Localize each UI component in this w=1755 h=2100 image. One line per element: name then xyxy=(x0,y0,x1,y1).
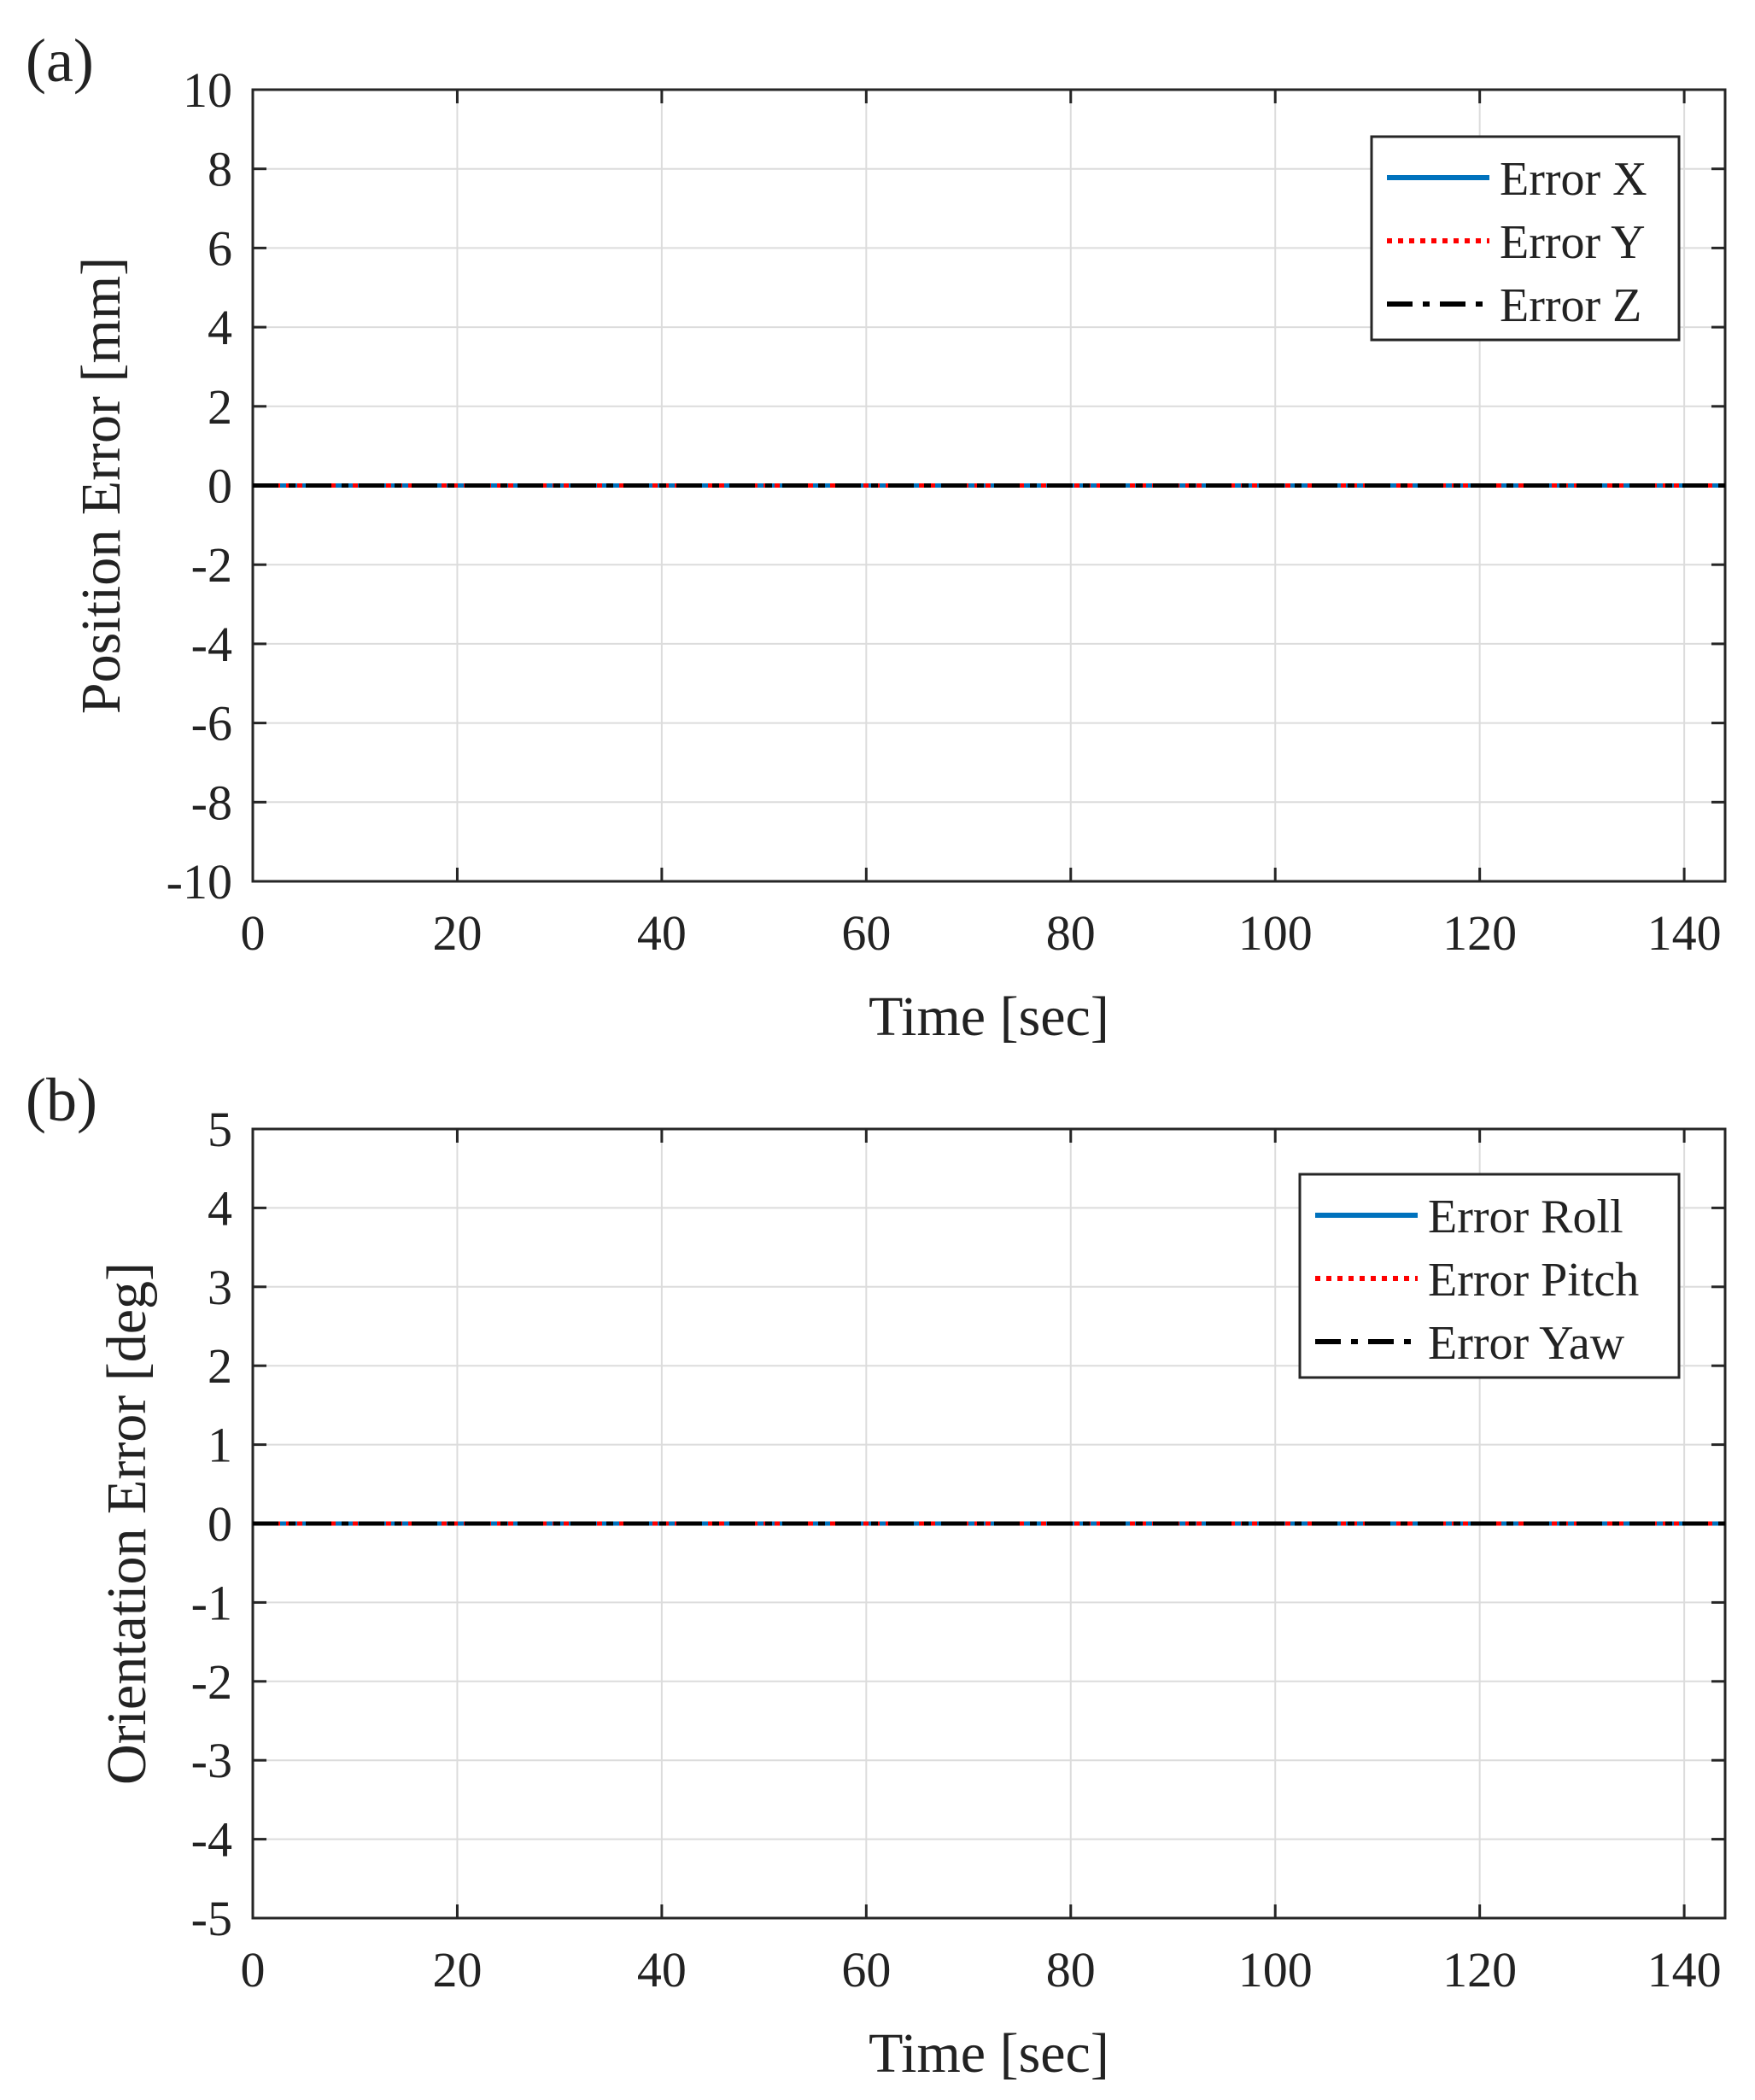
y-tick-label: -1 xyxy=(191,1575,232,1630)
y-tick-label: 5 xyxy=(208,1102,232,1157)
y-tick-label: 4 xyxy=(208,1180,232,1236)
legend-entry-error-pitch: Error Pitch xyxy=(1428,1254,1639,1307)
y-tick-label: 0 xyxy=(208,1496,232,1552)
legend-entry-error-x: Error X xyxy=(1500,153,1647,206)
y-axis-label: Orientation Error [deg] xyxy=(96,1262,158,1785)
y-tick-label: 2 xyxy=(208,379,232,435)
legend-entry-error-z: Error Z xyxy=(1500,279,1641,332)
y-tick-label: 6 xyxy=(208,220,232,276)
x-axis-label: Time [sec] xyxy=(869,986,1109,1048)
y-tick-label: 3 xyxy=(208,1260,232,1315)
y-tick-label: -2 xyxy=(191,1654,232,1710)
x-tick-label: 100 xyxy=(1238,1942,1313,1998)
x-tick-label: 140 xyxy=(1647,1942,1722,1998)
x-tick-label: 120 xyxy=(1442,1942,1517,1998)
y-tick-label: -2 xyxy=(191,537,232,593)
legend-b: Error Roll Error Pitch Error Yaw xyxy=(1298,1173,1681,1379)
x-tick-label: 120 xyxy=(1442,905,1517,961)
legend-a: Error X Error Y Error Z xyxy=(1370,135,1681,342)
legend-entry-error-roll: Error Roll xyxy=(1428,1190,1623,1243)
y-tick-label: 1 xyxy=(208,1418,232,1473)
y-tick-label: -5 xyxy=(191,1891,232,1946)
x-tick-label: 80 xyxy=(1046,1942,1096,1998)
x-tick-label: 40 xyxy=(637,1942,687,1998)
x-tick-label: 20 xyxy=(432,905,482,961)
y-tick-label: -4 xyxy=(191,617,232,672)
panel-label-b: (b) xyxy=(26,1066,97,1134)
y-tick-label: -3 xyxy=(191,1733,232,1788)
x-axis-label: Time [sec] xyxy=(869,2022,1109,2085)
y-tick-label: 2 xyxy=(208,1338,232,1394)
y-tick-label: 10 xyxy=(183,62,232,118)
x-tick-label: 0 xyxy=(241,1942,266,1998)
chart-a-position-error: (a) 0 20 40 60 80 100 120 140 -10 -8 -6 -4 -2 0 2 4 6 8 10 T… xyxy=(26,26,1727,1048)
x-tick-label: 40 xyxy=(637,905,687,961)
y-tick-label: 8 xyxy=(208,142,232,197)
panel-label-a: (a) xyxy=(26,26,94,95)
x-tick-label: 140 xyxy=(1647,905,1722,961)
x-tick-label: 100 xyxy=(1238,905,1313,961)
y-tick-label: -10 xyxy=(167,854,232,910)
y-tick-label: 0 xyxy=(208,459,232,514)
x-tick-label: 80 xyxy=(1046,905,1096,961)
x-tick-label: 20 xyxy=(432,1942,482,1998)
y-tick-label: 4 xyxy=(208,300,232,355)
x-tick-label: 60 xyxy=(841,905,891,961)
legend-entry-error-y: Error Y xyxy=(1500,216,1646,269)
y-tick-label: -8 xyxy=(191,775,232,830)
x-tick-label: 0 xyxy=(241,905,266,961)
legend-entry-error-yaw: Error Yaw xyxy=(1428,1317,1625,1370)
y-tick-label: -4 xyxy=(191,1812,232,1868)
y-axis-label: Position Error [mm] xyxy=(70,257,132,714)
y-tick-label: -6 xyxy=(191,696,232,752)
x-tick-label: 60 xyxy=(841,1942,891,1998)
chart-b-orientation-error: (b) 0 20 40 60 80 100 120 140 -5 -4 -3 -2 -1 0 1 2 3 4 5 Tim… xyxy=(26,1066,1727,2085)
